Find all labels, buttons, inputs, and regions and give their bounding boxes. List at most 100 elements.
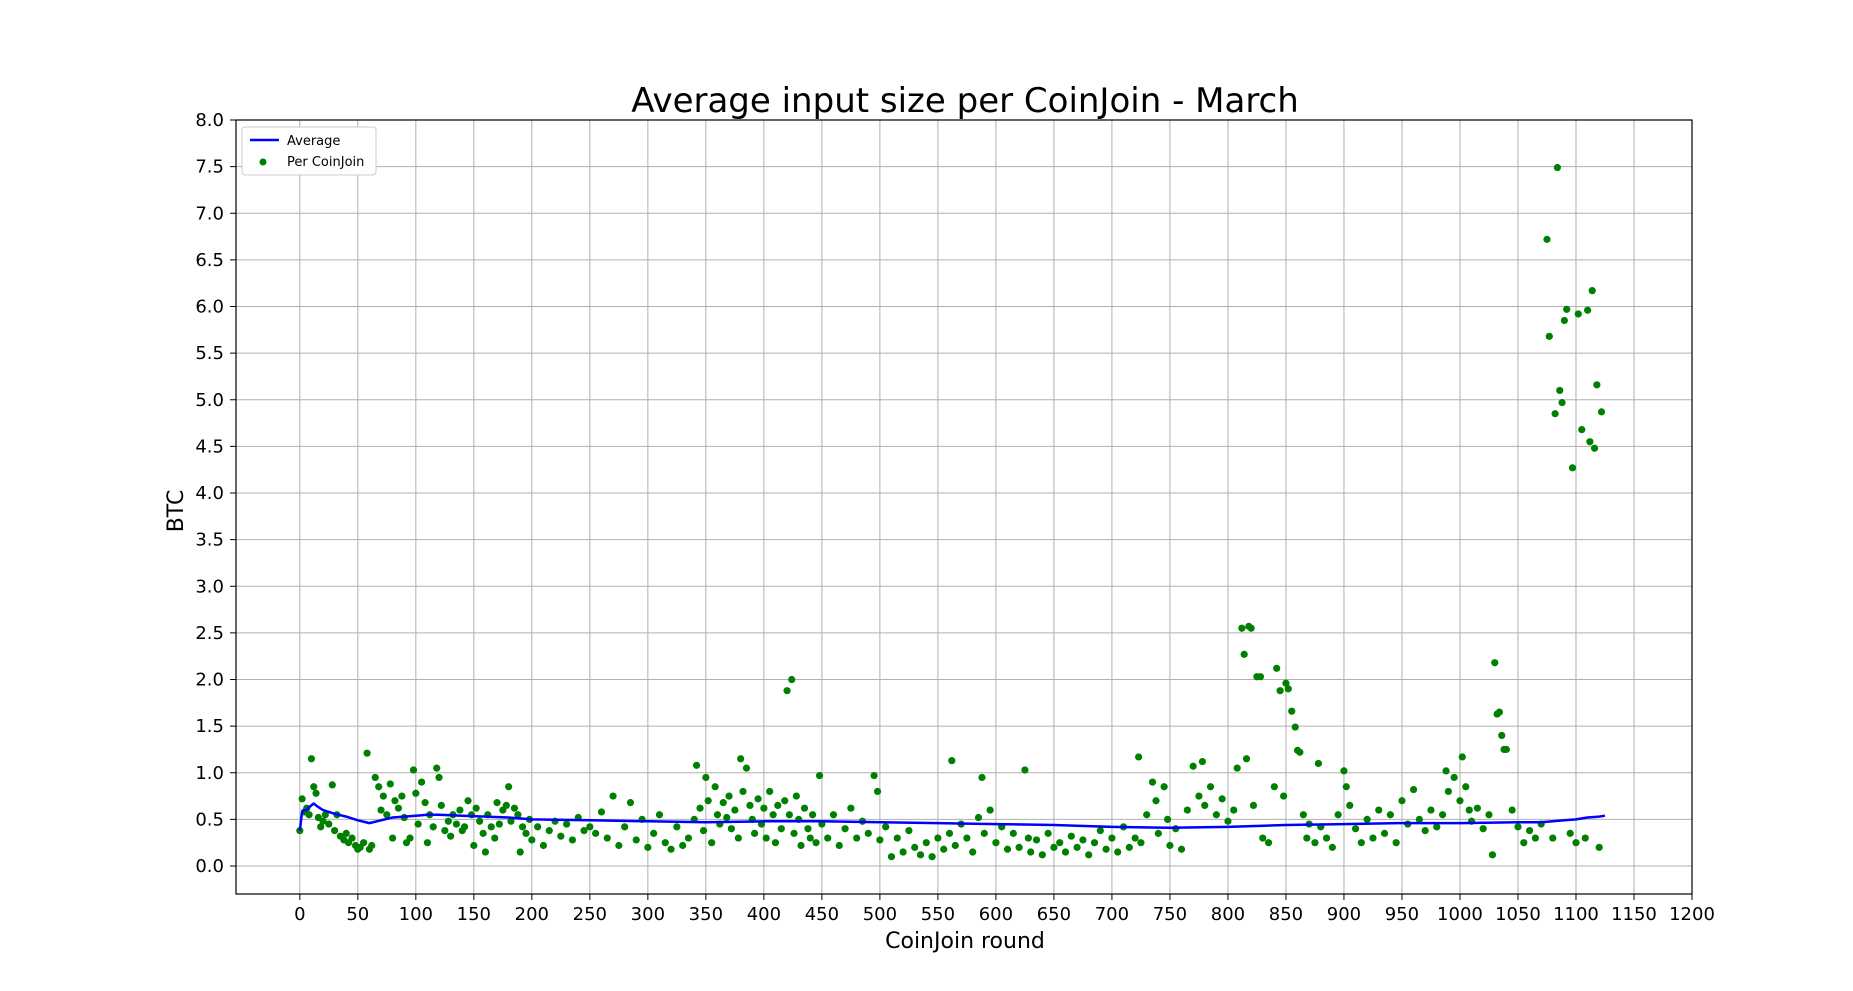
data-point xyxy=(1061,848,1070,856)
data-point xyxy=(1427,806,1435,814)
legend: Average Per CoinJoin xyxy=(241,126,377,176)
data-point xyxy=(750,829,759,837)
data-point xyxy=(1581,834,1589,842)
x-tick-label: 300 xyxy=(631,904,665,925)
y-tick-label: 4.0 xyxy=(195,483,224,504)
data-point xyxy=(452,820,461,828)
legend-per-coinjoin-swatch xyxy=(259,158,267,166)
data-point xyxy=(1462,783,1470,791)
data-point xyxy=(873,787,882,796)
data-point xyxy=(734,834,742,842)
data-point xyxy=(1488,851,1497,859)
x-tick-label: 200 xyxy=(515,904,549,925)
data-point xyxy=(371,773,379,782)
y-tick-label: 7.0 xyxy=(195,203,224,224)
data-point xyxy=(435,773,443,782)
data-point xyxy=(835,841,843,850)
data-point xyxy=(580,826,588,835)
data-point xyxy=(785,811,793,819)
data-point xyxy=(1531,834,1539,842)
data-point xyxy=(1021,766,1029,774)
data-point xyxy=(621,823,629,831)
data-point xyxy=(727,825,735,833)
data-point xyxy=(319,817,327,825)
data-point xyxy=(792,792,800,800)
data-point xyxy=(1398,797,1406,805)
x-tick-label: 250 xyxy=(573,904,607,925)
data-point xyxy=(711,783,719,791)
data-point xyxy=(423,839,432,847)
data-point xyxy=(429,823,437,831)
data-point xyxy=(1259,834,1267,842)
data-point xyxy=(528,836,536,844)
x-tick-label: 100 xyxy=(399,904,433,925)
y-tick-label: 7.5 xyxy=(195,157,224,178)
data-point xyxy=(1574,310,1582,318)
data-point xyxy=(673,823,681,831)
data-point xyxy=(739,787,747,796)
data-point xyxy=(1588,287,1596,295)
data-point xyxy=(800,804,809,812)
x-tick-label: 550 xyxy=(921,904,955,925)
data-point xyxy=(1166,841,1174,850)
y-tick-label: 2.5 xyxy=(195,623,224,644)
y-tick-label: 2.0 xyxy=(195,670,224,691)
data-point xyxy=(1050,843,1058,851)
data-point xyxy=(922,839,930,847)
data-point xyxy=(1357,839,1365,847)
data-point xyxy=(389,834,397,842)
data-point xyxy=(978,773,986,782)
plot-frame xyxy=(235,119,1693,895)
average-line xyxy=(298,802,1606,831)
x-tick-label: 150 xyxy=(457,904,491,925)
data-point xyxy=(1563,305,1571,313)
data-point xyxy=(980,829,988,837)
data-point xyxy=(1578,426,1586,434)
data-point xyxy=(1479,825,1487,833)
data-point xyxy=(1125,843,1133,851)
data-point xyxy=(847,804,855,812)
data-point xyxy=(1114,848,1122,856)
data-point xyxy=(774,801,782,810)
data-point xyxy=(1444,787,1452,796)
data-point xyxy=(487,823,495,831)
data-point xyxy=(1264,839,1273,847)
data-point xyxy=(1056,839,1064,847)
data-point xyxy=(951,841,959,850)
data-point xyxy=(777,825,785,833)
data-point xyxy=(472,804,480,812)
x-tick-label: 50 xyxy=(346,904,369,925)
data-point xyxy=(1090,839,1099,847)
data-point xyxy=(1491,659,1499,667)
data-point xyxy=(1198,757,1207,766)
data-point xyxy=(870,771,878,780)
data-point xyxy=(829,811,838,819)
data-point xyxy=(386,780,394,788)
x-tick-label: 950 xyxy=(1385,904,1419,925)
data-point xyxy=(1549,834,1557,842)
data-point xyxy=(1238,624,1246,632)
y-tick-label: 6.0 xyxy=(195,297,224,318)
data-point xyxy=(815,771,824,780)
data-point xyxy=(948,757,956,765)
data-point xyxy=(1273,664,1281,672)
data-point xyxy=(969,848,977,856)
data-point xyxy=(766,787,774,796)
data-point xyxy=(609,792,617,800)
data-point xyxy=(305,811,313,819)
y-tick-label: 0.0 xyxy=(195,856,224,877)
data-point xyxy=(1152,797,1160,805)
data-point xyxy=(1458,753,1466,761)
data-point xyxy=(1363,815,1371,823)
y-axis: 0.0 0.5 1.0 1.5 2.0 2.5 3.0 3.5 4.0 4.5 5.0 5.5 6.0 6… xyxy=(195,110,236,877)
data-point xyxy=(597,808,606,816)
data-point xyxy=(568,836,577,844)
data-point xyxy=(1520,839,1528,847)
data-point xyxy=(603,834,611,842)
data-point xyxy=(1073,843,1081,851)
data-point xyxy=(510,804,519,812)
data-point xyxy=(945,829,954,837)
data-point xyxy=(412,789,420,797)
data-point xyxy=(1473,804,1481,812)
data-point xyxy=(470,841,478,850)
